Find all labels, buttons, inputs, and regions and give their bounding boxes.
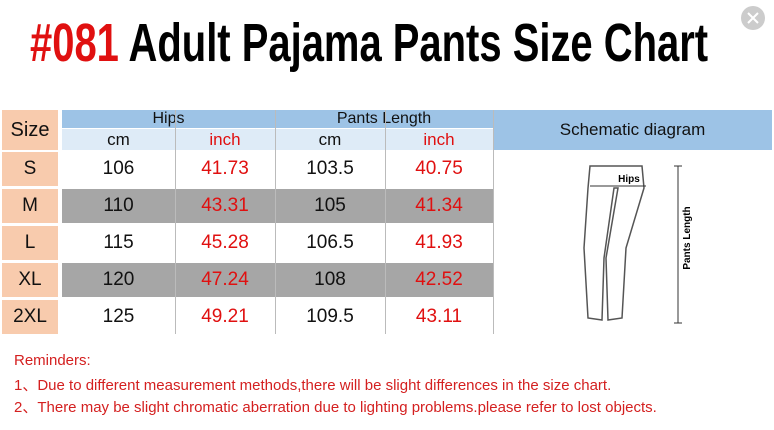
- hips-header: Hips: [62, 110, 275, 128]
- value-cell: 49.21: [175, 300, 275, 334]
- size-cell: 2XL: [2, 300, 58, 334]
- size-cell: M: [2, 189, 58, 223]
- value-cell: 115: [62, 226, 175, 260]
- value-cell: 110: [62, 189, 175, 223]
- length-label: Pants Length: [682, 206, 693, 269]
- value-cell: 40.75: [385, 152, 493, 186]
- close-button[interactable]: [741, 6, 765, 30]
- column-divider: [275, 110, 276, 334]
- value-cell: 108: [275, 263, 385, 297]
- value-cell: 41.73: [175, 152, 275, 186]
- value-cell: 43.11: [385, 300, 493, 334]
- size-cell: S: [2, 152, 58, 186]
- value-cell: 106.5: [275, 226, 385, 260]
- value-cell: 125: [62, 300, 175, 334]
- value-cell: 109.5: [275, 300, 385, 334]
- unit-header: cm: [62, 129, 175, 150]
- schematic-header: Schematic diagram: [493, 110, 772, 150]
- size-cell: L: [2, 226, 58, 260]
- value-cell: 43.31: [175, 189, 275, 223]
- column-divider: [385, 110, 386, 334]
- column-divider: [493, 110, 494, 334]
- size-table: Size Hips Pants Length Schematic diagram cm i…: [2, 110, 772, 334]
- value-cell: 105: [275, 189, 385, 223]
- title: #081 Adult Pajama Pants Size Chart: [30, 12, 708, 74]
- length-header: Pants Length: [275, 110, 493, 128]
- value-cell: 42.52: [385, 263, 493, 297]
- close-icon: [747, 12, 759, 24]
- size-header: Size: [2, 110, 58, 150]
- value-cell: 41.34: [385, 189, 493, 223]
- column-divider: [175, 110, 176, 334]
- value-cell: 45.28: [175, 226, 275, 260]
- value-cell: 47.24: [175, 263, 275, 297]
- size-cell: XL: [2, 263, 58, 297]
- schematic: Hips Pants Length: [583, 165, 693, 324]
- value-cell: 106: [62, 152, 175, 186]
- unit-header: inch: [175, 129, 275, 150]
- title-code: #081: [30, 13, 119, 73]
- value-cell: 120: [62, 263, 175, 297]
- title-text: Adult Pajama Pants Size Chart: [128, 13, 709, 73]
- reminder: 1、Due to different measurement methods,t…: [14, 377, 612, 394]
- unit-header: cm: [275, 129, 385, 150]
- hips-label: Hips: [618, 174, 640, 185]
- unit-header: inch: [385, 129, 493, 150]
- reminders-title: Reminders:: [14, 352, 91, 369]
- value-cell: 41.93: [385, 226, 493, 260]
- value-cell: 103.5: [275, 152, 385, 186]
- reminder: 2、There may be slight chromatic aberrati…: [14, 399, 657, 416]
